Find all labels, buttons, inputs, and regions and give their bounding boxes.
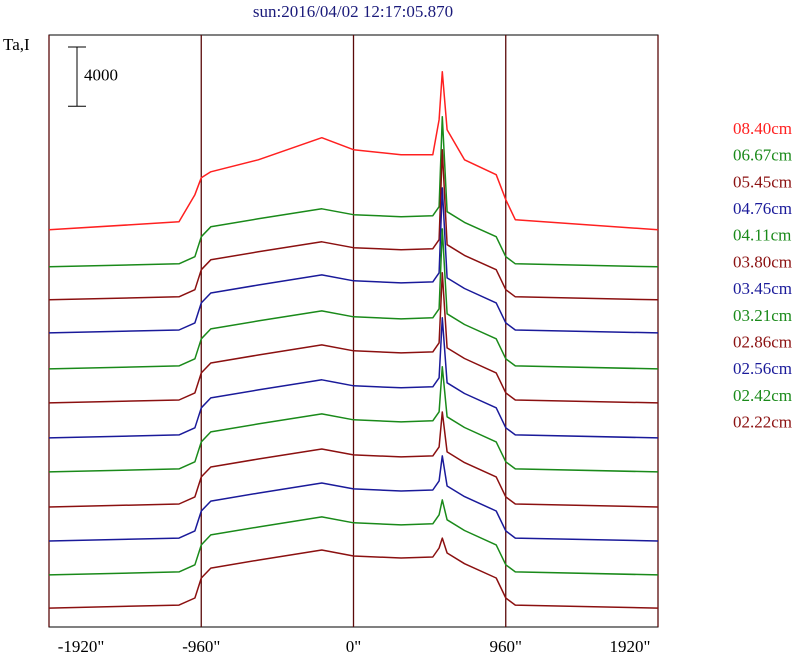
- chart-title: sun:2016/04/02 12:17:05.870: [253, 2, 453, 21]
- legend-label: 03.80cm: [733, 252, 792, 271]
- legend-label: 06.67cm: [733, 146, 792, 165]
- legend-label: 08.40cm: [733, 119, 792, 138]
- legend-label: 04.11cm: [733, 226, 791, 245]
- series-line: [48, 411, 659, 508]
- series-line: [48, 228, 659, 370]
- series-line: [48, 455, 659, 542]
- legend-label: 03.21cm: [733, 306, 792, 325]
- legend-label: 02.22cm: [733, 413, 792, 432]
- series-line: [48, 148, 659, 301]
- scale-bar-label: 4000: [84, 66, 118, 85]
- legend-label: 02.56cm: [733, 359, 792, 378]
- series-line: [48, 499, 659, 576]
- series-line: [48, 537, 659, 609]
- series-line: [48, 317, 659, 439]
- series-line: [48, 366, 659, 473]
- x-tick-label: 960": [490, 637, 522, 656]
- x-tick-label: -960": [182, 637, 220, 656]
- series-line: [48, 115, 659, 268]
- series-line: [48, 187, 659, 334]
- x-tick-label: 0": [346, 637, 361, 656]
- y-axis-label: Ta,I: [3, 35, 30, 54]
- x-tick-label: -1920": [58, 637, 105, 656]
- legend-label: 02.42cm: [733, 386, 792, 405]
- legend-label: 05.45cm: [733, 172, 792, 191]
- legend-label: 04.76cm: [733, 199, 792, 218]
- legend-label: 02.86cm: [733, 333, 792, 352]
- x-tick-label: 1920": [610, 637, 651, 656]
- legend-label: 03.45cm: [733, 279, 792, 298]
- series-line: [48, 70, 659, 231]
- series-line: [48, 272, 659, 404]
